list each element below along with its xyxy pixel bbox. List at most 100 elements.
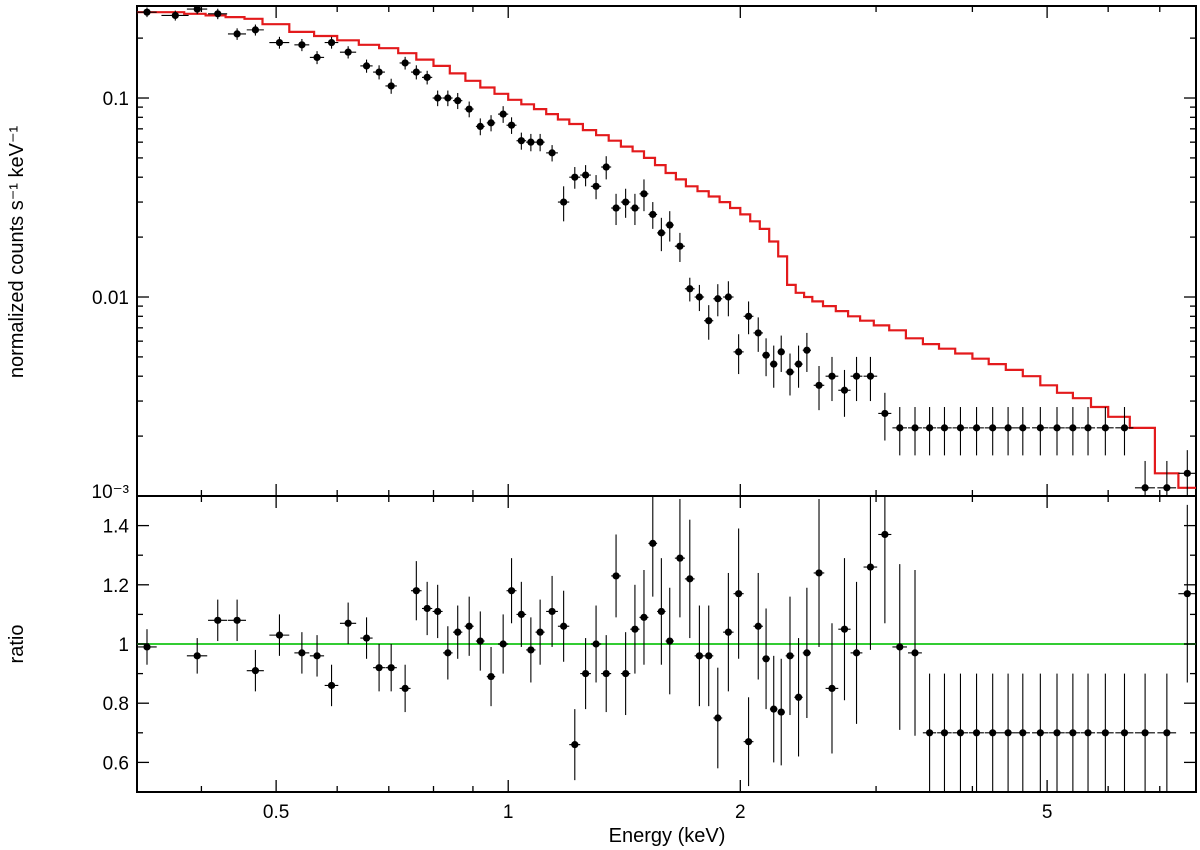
ratio-point bbox=[453, 605, 463, 659]
spectrum-point bbox=[733, 334, 744, 375]
ratio-point bbox=[464, 596, 474, 656]
ratio-point bbox=[373, 644, 385, 692]
spectrum-point bbox=[743, 301, 754, 335]
spectrum-marker bbox=[1053, 424, 1061, 432]
spectrum-marker bbox=[1004, 424, 1012, 432]
ratio-marker bbox=[881, 530, 889, 539]
spectrum-marker bbox=[815, 381, 823, 389]
spectrum-point bbox=[684, 277, 695, 302]
spectrum-point bbox=[922, 407, 937, 456]
ratio-marker bbox=[754, 622, 762, 630]
ratio-point bbox=[137, 629, 157, 665]
spectrum-point bbox=[863, 356, 878, 402]
ratio-point bbox=[246, 649, 264, 692]
spectrum-point bbox=[892, 407, 907, 456]
ratio-point bbox=[892, 564, 907, 730]
spectrum-point bbox=[969, 407, 984, 456]
ratio-point bbox=[526, 617, 536, 683]
spectrum-marker bbox=[695, 293, 703, 301]
ratio-point bbox=[580, 638, 591, 710]
ratio-marker bbox=[476, 637, 484, 645]
ratio-point bbox=[186, 638, 208, 674]
spectrum-point bbox=[1049, 407, 1065, 456]
ratio-marker bbox=[1004, 729, 1012, 737]
ratio-point bbox=[1080, 673, 1096, 792]
ratio-marker bbox=[548, 607, 556, 616]
spectrum-marker bbox=[171, 11, 179, 20]
ratio-marker bbox=[1163, 729, 1171, 737]
spectrum-marker bbox=[1141, 484, 1149, 492]
spectrum-marker bbox=[649, 210, 657, 219]
x-axis-title: Energy (keV) bbox=[609, 825, 726, 847]
ratio-point bbox=[486, 646, 496, 707]
spectrum-point bbox=[475, 118, 485, 136]
spectrum-marker bbox=[487, 119, 495, 127]
ratio-point bbox=[684, 519, 695, 639]
ratio-marker bbox=[631, 625, 639, 633]
spectrum-marker bbox=[214, 10, 222, 18]
ratio-marker bbox=[612, 572, 620, 580]
top-y-axis-title: normalized counts s⁻¹ keV⁻¹ bbox=[6, 126, 28, 379]
spectrum-marker bbox=[275, 38, 284, 47]
spectrum-point bbox=[1015, 407, 1030, 456]
ratio-marker bbox=[536, 628, 544, 636]
ratio-point bbox=[339, 602, 357, 644]
spectrum-point bbox=[769, 345, 778, 388]
spectrum-point bbox=[309, 51, 325, 65]
ratio-point bbox=[969, 673, 984, 792]
bottom-y-axis-title: ratio bbox=[6, 625, 28, 664]
ratio-marker bbox=[1183, 590, 1191, 598]
ratio-point bbox=[535, 599, 545, 665]
spectrum-marker bbox=[233, 30, 241, 38]
spectrum-point bbox=[665, 211, 674, 242]
spectrum-marker bbox=[1163, 484, 1171, 492]
ratio-point bbox=[639, 570, 649, 665]
spectrum-marker bbox=[344, 48, 352, 56]
spectrum-point bbox=[399, 56, 411, 70]
spectrum-marker bbox=[507, 121, 516, 129]
ratio-point bbox=[1096, 673, 1114, 792]
spectrum-marker bbox=[1101, 424, 1109, 432]
spectrum-marker bbox=[794, 360, 803, 368]
spectrum-marker bbox=[705, 317, 713, 325]
ratio-point bbox=[838, 558, 851, 701]
spectrum-point bbox=[777, 335, 785, 372]
ratio-point bbox=[309, 635, 325, 677]
ratio-point bbox=[850, 581, 863, 724]
spectrum-marker bbox=[640, 190, 648, 198]
spectrum-marker bbox=[571, 173, 579, 181]
spectrum-marker bbox=[362, 62, 371, 70]
spectrum-marker bbox=[852, 372, 861, 380]
ratio-point bbox=[984, 673, 1001, 792]
spectrum-marker bbox=[777, 348, 785, 356]
ratio-marker bbox=[444, 649, 452, 657]
spectrum-point bbox=[878, 392, 892, 441]
spectrum-marker bbox=[762, 351, 770, 359]
spectrum-point bbox=[639, 179, 649, 212]
ratio-point bbox=[674, 498, 685, 618]
ratio-marker bbox=[1084, 729, 1092, 737]
ratio-point bbox=[713, 667, 723, 769]
spectrum-point bbox=[802, 332, 811, 372]
ratio-point bbox=[937, 673, 952, 792]
ratio-marker bbox=[1069, 729, 1077, 737]
ratio-point bbox=[1065, 673, 1081, 792]
spectrum-marker bbox=[1019, 424, 1027, 432]
spectrum-marker bbox=[754, 329, 762, 337]
spectrum-marker bbox=[602, 163, 610, 171]
ratio-marker bbox=[387, 664, 395, 672]
spectrum-marker bbox=[1120, 424, 1129, 432]
spectrum-marker bbox=[803, 346, 811, 354]
spectrum-point bbox=[385, 78, 397, 94]
ratio-point bbox=[813, 498, 825, 647]
ratio-marker bbox=[560, 622, 568, 630]
top-axis-ticks: 0.1 0.01 10⁻³ bbox=[92, 6, 1196, 503]
spectrum-marker bbox=[298, 41, 306, 49]
spectrum-marker bbox=[581, 171, 590, 179]
ratio-point bbox=[922, 673, 937, 792]
ratio-point bbox=[506, 558, 517, 624]
ratio-point bbox=[432, 584, 443, 639]
ratio-marker bbox=[423, 604, 431, 613]
model-step-curve bbox=[137, 11, 1196, 489]
ratio-marker bbox=[676, 554, 684, 562]
